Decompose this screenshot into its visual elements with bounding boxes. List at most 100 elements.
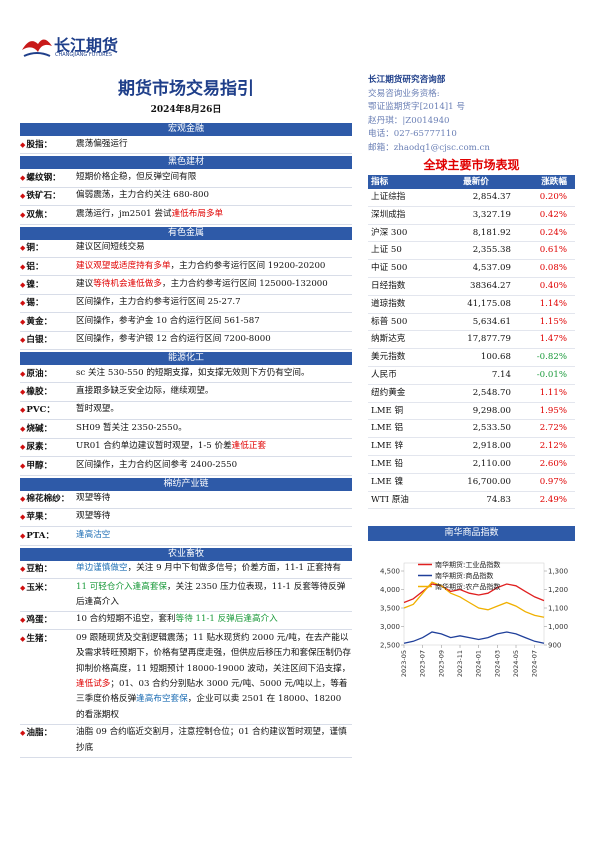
- x-tick-label: 2023-11: [456, 650, 464, 677]
- row-label: 白银：: [20, 332, 76, 348]
- market-cell: 0.42%: [539, 209, 567, 220]
- text-segment: 建议: [76, 278, 94, 289]
- row-label: 油脂：: [20, 725, 76, 756]
- text-segment: 直接跟多缺乏安全边际，继续观望。: [76, 385, 214, 396]
- text-segment: ，企业可以卖 2501 在 18000、18200 的看涨期权: [76, 694, 342, 720]
- market-cell: 2,110.00: [472, 458, 511, 469]
- market-cell: LME 镍: [371, 476, 404, 487]
- text-segment: 逢低布局多单: [171, 208, 224, 219]
- section-header: 能源化工: [20, 352, 352, 366]
- text-segment: 等待 11-1 反弹后逢高介入: [175, 614, 278, 625]
- logo-en: CHANGJIANG FUTURES: [55, 52, 112, 58]
- market-cell: -0.82%: [536, 352, 567, 363]
- text-segment: 等待机会逢低做多: [93, 278, 162, 289]
- x-tick-label: 2024-05: [512, 650, 520, 677]
- guide-row: 双焦：震荡运行，jm2501 尝试逢低布局多单: [20, 206, 352, 225]
- logo-text: 长江期货: [54, 36, 119, 55]
- row-text: SH09 暂关注 2350-2550。: [76, 421, 352, 437]
- guide-row: PVC：暂时观望。: [20, 402, 352, 421]
- row-label: 豆粕：: [20, 561, 76, 577]
- market-cell: 100.68: [480, 352, 511, 363]
- y2-tick-label: 1,300: [548, 568, 568, 576]
- row-text: 区间操作，参考沪金 10 合约运行区间 561-587: [76, 314, 352, 330]
- row-text: 区间操作，主力合约区间参考 2400-2550: [76, 458, 352, 474]
- market-row: 上证 50 2,355.38 0.61%: [368, 242, 575, 261]
- text-segment: 建议观望或适度持有多单: [76, 260, 171, 271]
- row-text: 建议观望或适度持有多单，主力合约参考运行区间 19200-20200: [76, 259, 352, 275]
- row-label: 锡：: [20, 295, 76, 311]
- guide-row: 油脂：油脂 09 合约临近交割月，注意控制仓位；01 合约建议暂时观望，谨慎抄底: [20, 725, 352, 758]
- section-header: 农业畜牧: [20, 547, 352, 561]
- market-cell: 纳斯达克: [371, 334, 406, 345]
- market-cell: 2.49%: [539, 494, 567, 505]
- market-header: 指标 最新价 涨跌幅: [368, 175, 575, 189]
- guide-row: 豆粕：单边谨慎做空，关注 9 月中下旬做多信号；价差方面，11-1 正套持有: [20, 561, 352, 580]
- text-segment: 单边谨慎做空: [76, 563, 128, 574]
- guide-row: 棉花棉纱：观望等待: [20, 491, 352, 509]
- market-title: 全球主要市场表现: [423, 158, 520, 172]
- row-label: 烧碱：: [20, 421, 76, 437]
- text-segment: 短期价格企稳，但反弹空间有限: [76, 171, 197, 182]
- market-cell: 17,877.79: [467, 334, 511, 345]
- y-tick-label: 2,500: [380, 642, 400, 650]
- row-label: 棉花棉纱：: [20, 491, 76, 507]
- row-label: 原油：: [20, 366, 76, 382]
- market-cell: 9,298.00: [472, 405, 511, 416]
- market-cell: 人民币: [371, 369, 397, 380]
- text-segment: 震荡运行，jm2501 尝试: [76, 208, 172, 219]
- x-tick-label: 2024-01: [475, 650, 483, 677]
- guide-row: 甲醇：区间操作，主力合约区间参考 2400-2550: [20, 457, 352, 476]
- market-row: 人民币 7.14 -0.01%: [368, 367, 575, 385]
- market-row: 中证 500 4,537.09 0.08%: [368, 260, 575, 278]
- text-segment: 偏弱震荡，主力合约关注 680-800: [76, 190, 209, 201]
- row-label: 生猪：: [20, 631, 76, 723]
- guide-row: 原油：sc 关注 530-550 的短期支撑，如支撑无效则下方仍有空间。: [20, 365, 352, 384]
- chart-title: 南华商品指数: [368, 526, 575, 541]
- market-cell: 7.14: [491, 369, 511, 380]
- market-cell: 2,548.70: [472, 387, 511, 398]
- section-header: 宏观金融: [20, 123, 352, 136]
- market-cell: 41,175.08: [467, 298, 511, 309]
- row-text: 区间操作，参考沪银 12 合约运行区间 7200-8000: [76, 332, 352, 348]
- market-row: LME 铜 9,298.00 1.95%: [368, 403, 575, 421]
- y-tick-label: 4,000: [380, 586, 400, 594]
- contact-line: 邮箱：zhaodq1@cjsc.com.cn: [368, 142, 490, 153]
- market-row: 美元指数 100.68 -0.82%: [368, 349, 575, 367]
- legend-label: 南华期货:商品指数: [435, 571, 493, 580]
- market-row: WTI 原油 74.83 2.49%: [368, 492, 575, 510]
- text-segment: ；01、03 合约分别贴水 3000 元/吨、5000 元/吨以上，等着三季度价…: [76, 679, 348, 705]
- guide-row: 镍：建议等待机会逢低做多，主力合约参考运行区间 125000-132000: [20, 276, 352, 295]
- date: 2024年8月26日: [150, 105, 222, 115]
- market-row: 沪深 300 8,181.92 0.24%: [368, 225, 575, 243]
- row-label: 苹果：: [20, 509, 76, 525]
- text-segment: 逢高布空套保: [136, 694, 188, 705]
- contact-line: 交易咨询业务资格:: [368, 88, 440, 99]
- y2-tick-label: 900: [548, 642, 561, 650]
- text-segment: SH09 暂关注 2350-2550。: [76, 422, 187, 433]
- guide-row: 锡：区间操作，主力合约参考运行区间 25-27.7: [20, 295, 352, 314]
- market-cell: 16,700.00: [467, 476, 511, 487]
- side-panel: 长江期货研究咨询部 交易咨询业务资格: 鄂证监期货字[2014]1 号赵丹琪：|Z0…: [368, 74, 575, 510]
- row-label: 铁矿石：: [20, 188, 76, 204]
- text-segment: 区间操作，主力合约区间参考 2400-2550: [76, 459, 238, 470]
- contact-line: 赵丹琪：|Z0014940: [368, 115, 450, 126]
- row-label: 螺纹钢：: [20, 170, 76, 186]
- market-cell: 美元指数: [371, 352, 406, 363]
- row-text: 直接跟多缺乏安全边际，继续观望。: [76, 384, 352, 400]
- contact-line: 鄂证监期货字[2014]1 号: [368, 102, 465, 112]
- row-text: 09 跟随现货及交割逻辑震荡；11 贴水现货约 2000 元/吨，在去产能以及需…: [76, 631, 352, 723]
- x-tick-label: 2024-03: [493, 650, 501, 677]
- guide-row: 铝：建议观望或适度持有多单，主力合约参考运行区间 19200-20200: [20, 258, 352, 277]
- text-segment: 观望等待: [76, 493, 111, 503]
- market-row: LME 镍 16,700.00 0.97%: [368, 474, 575, 492]
- text-segment: 观望等待: [76, 511, 111, 522]
- market-row: LME 铝 2,533.50 2.72%: [368, 420, 575, 439]
- row-text: 区间操作，主力合约参考运行区间 25-27.7: [76, 295, 352, 311]
- guide-row: 烧碱：SH09 暂关注 2350-2550。: [20, 420, 352, 439]
- x-tick-label: 2023-05: [400, 650, 408, 677]
- row-label: 镍：: [20, 277, 76, 293]
- guide-row: 黄金：区间操作，参考沪金 10 合约运行区间 561-587: [20, 313, 352, 332]
- market-cell: 深圳成指: [371, 209, 406, 220]
- title: 期货市场交易指引: [118, 79, 254, 99]
- market-cell: 2,355.38: [472, 245, 511, 256]
